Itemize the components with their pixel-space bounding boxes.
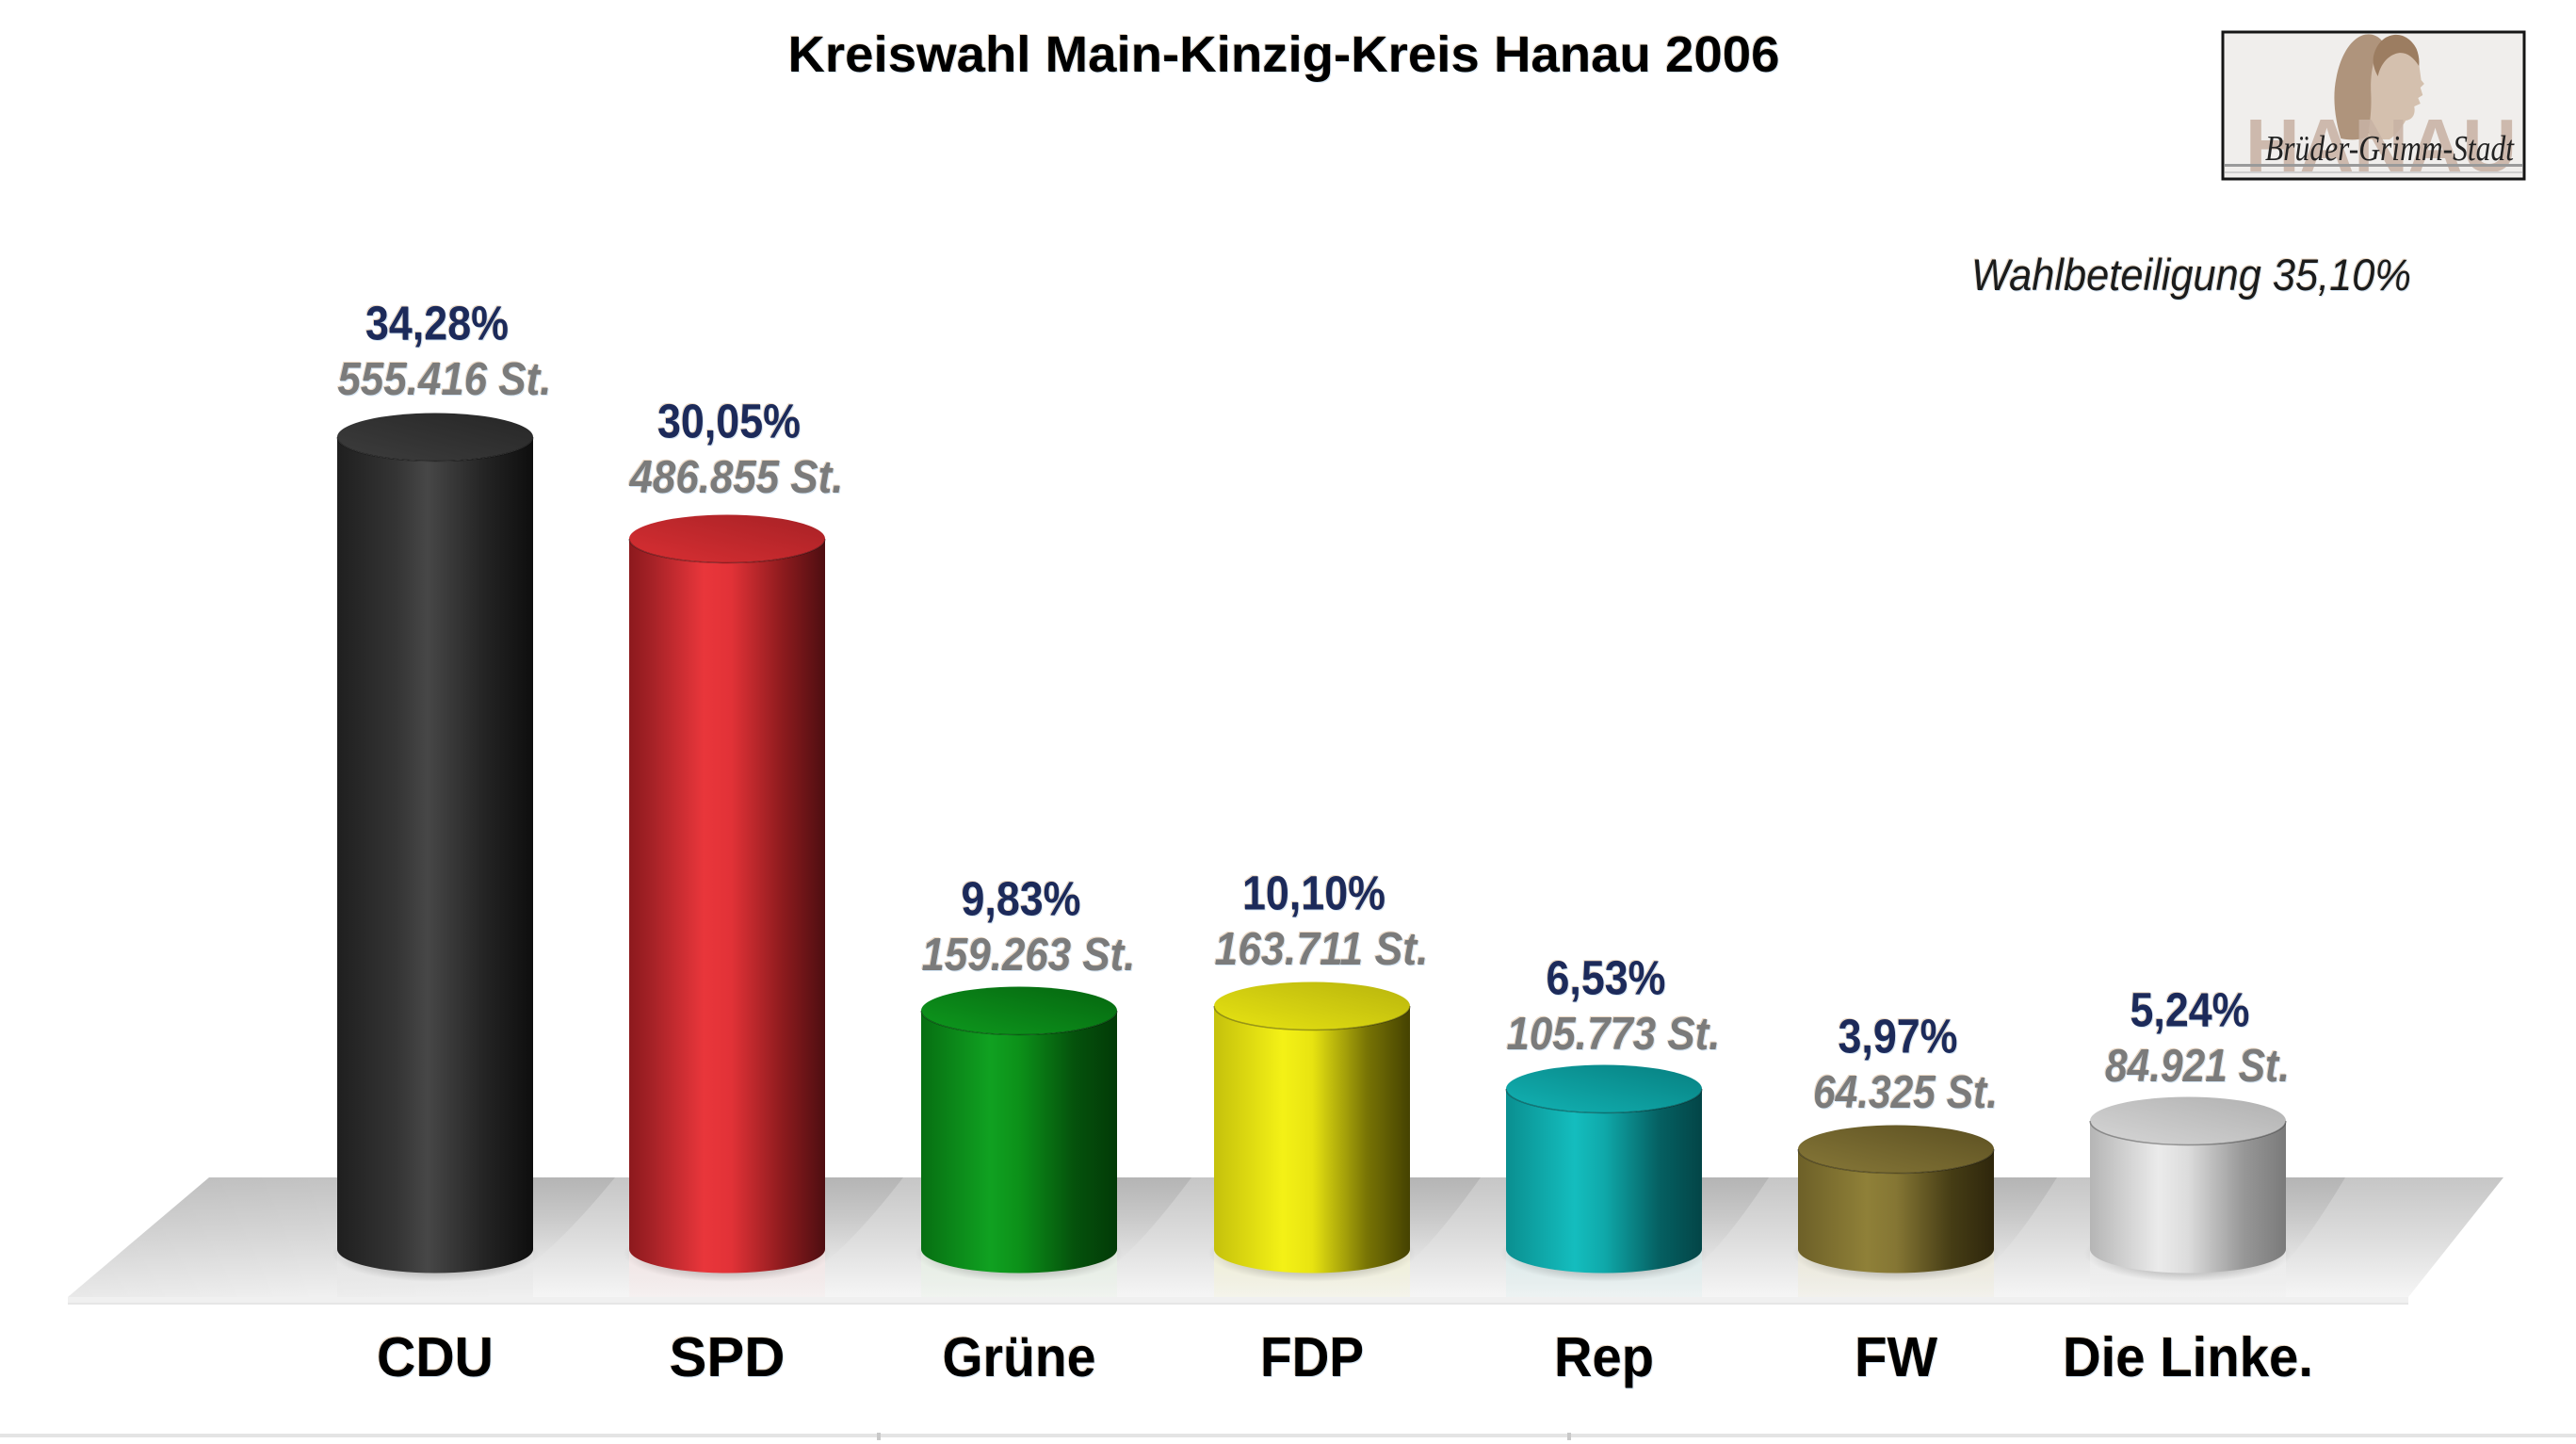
- svg-text:84.921 St.: 84.921 St.: [2105, 1040, 2290, 1092]
- svg-text:34,28%: 34,28%: [365, 297, 509, 350]
- svg-text:CDU: CDU: [378, 1327, 494, 1389]
- svg-text:105.773 St.: 105.773 St.: [1507, 1008, 1721, 1060]
- svg-text:Rep: Rep: [1553, 1325, 1653, 1387]
- svg-text:30,05%: 30,05%: [658, 396, 802, 449]
- svg-text:3,97%: 3,97%: [1838, 1009, 1957, 1063]
- svg-text:Wahlbeteiligung 35,10%: Wahlbeteiligung 35,10%: [1972, 251, 2412, 300]
- svg-text:555.416 St.: 555.416 St.: [337, 352, 551, 404]
- svg-text:3,97%: 3,97%: [1839, 1011, 1959, 1064]
- svg-text:105.773 St.: 105.773 St.: [1506, 1007, 1720, 1059]
- svg-text:6,53%: 6,53%: [1547, 951, 1666, 1005]
- svg-text:486.855 St.: 486.855 St.: [628, 450, 843, 502]
- svg-text:Grüne: Grüne: [943, 1326, 1096, 1388]
- svg-text:Kreiswahl Main-Kinzig-Kreis Ha: Kreiswahl Main-Kinzig-Kreis Hanau 2006: [789, 27, 1781, 84]
- svg-text:Wahlbeteiligung 35,10%: Wahlbeteiligung 35,10%: [1970, 249, 2410, 299]
- svg-text:10,10%: 10,10%: [1243, 868, 1386, 921]
- svg-text:Grüne: Grüne: [944, 1327, 1097, 1389]
- svg-text:30,05%: 30,05%: [656, 394, 800, 447]
- svg-text:Kreiswahl Main-Kinzig-Kreis Ha: Kreiswahl Main-Kinzig-Kreis Hanau 2006: [787, 25, 1779, 82]
- svg-text:9,83%: 9,83%: [962, 872, 1081, 926]
- svg-text:Die Linke.: Die Linke.: [2062, 1325, 2312, 1387]
- svg-text:Rep: Rep: [1555, 1327, 1655, 1389]
- svg-text:SPD: SPD: [669, 1325, 785, 1387]
- svg-text:Wahlbeteiligung 35,10%: Wahlbeteiligung 35,10%: [1971, 250, 2411, 300]
- svg-text:FW: FW: [1855, 1327, 1938, 1389]
- svg-text:3,97%: 3,97%: [1839, 1010, 1958, 1063]
- svg-text:486.855 St.: 486.855 St.: [630, 452, 845, 504]
- svg-text:Grüne: Grüne: [942, 1325, 1095, 1387]
- svg-text:Die Linke.: Die Linke.: [2063, 1326, 2313, 1388]
- svg-text:FW: FW: [1854, 1325, 1936, 1387]
- svg-text:30,05%: 30,05%: [657, 395, 801, 448]
- svg-text:5,24%: 5,24%: [2130, 982, 2249, 1036]
- svg-text:FW: FW: [1855, 1326, 1937, 1388]
- svg-text:34,28%: 34,28%: [366, 298, 510, 351]
- svg-text:9,83%: 9,83%: [963, 873, 1082, 927]
- svg-text:CDU: CDU: [377, 1326, 494, 1388]
- svg-text:Die Linke.: Die Linke.: [2064, 1327, 2314, 1389]
- svg-text:64.325 St.: 64.325 St.: [1814, 1067, 1999, 1119]
- svg-text:159.263 St.: 159.263 St.: [923, 930, 1137, 982]
- svg-text:555.416 St.: 555.416 St.: [339, 354, 553, 406]
- svg-text:FDP: FDP: [1261, 1327, 1365, 1389]
- svg-text:486.855 St.: 486.855 St.: [629, 451, 844, 503]
- svg-text:Kreiswahl Main-Kinzig-Kreis Ha: Kreiswahl Main-Kinzig-Kreis Hanau 2006: [788, 26, 1780, 83]
- svg-text:159.263 St.: 159.263 St.: [922, 929, 1136, 981]
- svg-text:84.921 St.: 84.921 St.: [2104, 1039, 2289, 1091]
- svg-text:34,28%: 34,28%: [365, 296, 508, 349]
- svg-text:105.773 St.: 105.773 St.: [1508, 1009, 1722, 1061]
- svg-text:9,83%: 9,83%: [961, 871, 1080, 925]
- svg-text:64.325 St.: 64.325 St.: [1812, 1065, 1997, 1117]
- svg-text:SPD: SPD: [670, 1326, 786, 1388]
- svg-text:163.711 St.: 163.711 St.: [1216, 924, 1430, 976]
- svg-text:84.921 St.: 84.921 St.: [2106, 1041, 2291, 1093]
- svg-text:163.711 St.: 163.711 St.: [1214, 922, 1428, 974]
- svg-text:159.263 St.: 159.263 St.: [921, 928, 1135, 980]
- svg-text:6,53%: 6,53%: [1547, 952, 1667, 1006]
- svg-text:HANAU: HANAU: [2245, 104, 2517, 187]
- svg-text:FDP: FDP: [1259, 1325, 1363, 1387]
- svg-text:Brüder-Grimm-Stadt: Brüder-Grimm-Stadt: [2265, 129, 2515, 169]
- svg-text:5,24%: 5,24%: [2131, 984, 2251, 1038]
- svg-text:CDU: CDU: [376, 1325, 493, 1387]
- svg-text:5,24%: 5,24%: [2130, 983, 2250, 1037]
- svg-text:FDP: FDP: [1260, 1326, 1364, 1388]
- svg-text:64.325 St.: 64.325 St.: [1813, 1066, 1998, 1118]
- svg-text:6,53%: 6,53%: [1546, 950, 1665, 1004]
- svg-text:163.711 St.: 163.711 St.: [1215, 923, 1429, 975]
- svg-text:10,10%: 10,10%: [1242, 867, 1385, 920]
- svg-text:555.416 St.: 555.416 St.: [338, 353, 552, 405]
- svg-text:10,10%: 10,10%: [1241, 866, 1385, 919]
- svg-text:SPD: SPD: [671, 1327, 786, 1389]
- svg-text:Rep: Rep: [1554, 1326, 1654, 1388]
